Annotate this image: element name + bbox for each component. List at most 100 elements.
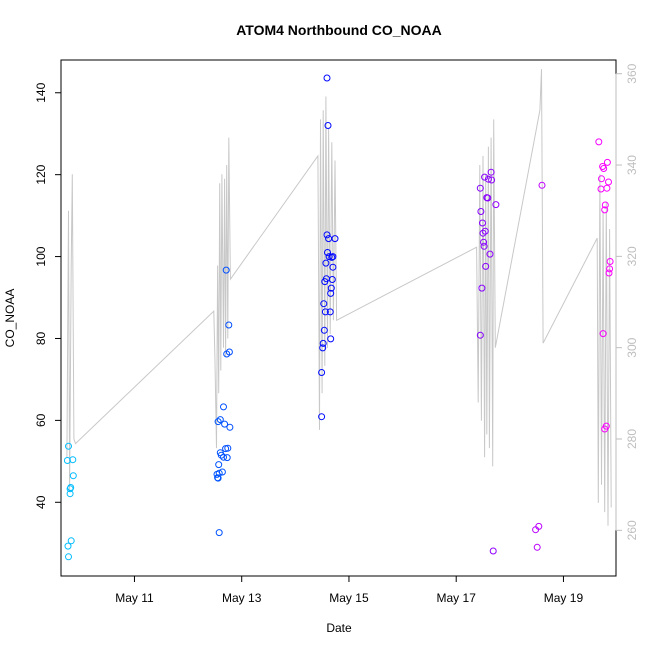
data-point — [322, 259, 330, 267]
data-point — [329, 253, 337, 261]
data-point — [318, 413, 326, 421]
data-point — [535, 522, 543, 530]
data-point — [603, 158, 611, 166]
data-point — [603, 184, 611, 192]
data-point — [331, 235, 339, 243]
data-point — [65, 442, 72, 450]
y-axis-label: CO_NOAA — [3, 289, 17, 348]
data-point — [486, 250, 494, 258]
data-point — [476, 331, 484, 339]
data-point — [327, 335, 335, 343]
data-point — [487, 168, 495, 176]
x-tick-label: May 15 — [329, 591, 369, 605]
data-point — [602, 422, 610, 430]
y-tick-label: 120 — [34, 164, 48, 184]
data-point — [69, 472, 77, 480]
data-point — [326, 308, 334, 316]
data-point — [222, 266, 230, 274]
y-tick-label: 140 — [34, 82, 48, 102]
data-point — [477, 208, 485, 215]
data-point — [480, 242, 488, 250]
data-point — [597, 185, 605, 193]
data-point — [67, 537, 75, 545]
data-point — [217, 451, 225, 459]
altitude-line — [66, 69, 612, 526]
data-point — [319, 339, 327, 347]
x-axis: May 11 May 13 May 15 May 17 May 19 — [115, 575, 584, 605]
data-point — [476, 184, 484, 192]
y2-axis: 260 280 300 320 340 360 — [615, 63, 639, 540]
data-point — [318, 369, 326, 376]
altitude-series — [66, 69, 612, 526]
data-point — [492, 201, 500, 209]
data-point — [215, 469, 223, 477]
data-point — [478, 284, 486, 292]
x-tick-label: May 13 — [222, 591, 262, 605]
data-point — [606, 258, 614, 265]
y2-tick-label: 280 — [625, 429, 639, 449]
data-point — [601, 201, 609, 209]
x-tick-label: May 11 — [115, 591, 154, 605]
data-point — [69, 456, 77, 464]
data-point — [606, 265, 614, 273]
data-point — [63, 457, 71, 464]
data-point — [225, 348, 233, 356]
data-point — [320, 300, 328, 308]
data-point — [64, 542, 72, 550]
data-point — [221, 420, 229, 428]
y-tick-label: 60 — [34, 413, 48, 427]
data-point — [481, 227, 489, 235]
data-point — [598, 175, 605, 183]
y2-tick-label: 300 — [625, 337, 639, 357]
data-point — [605, 178, 612, 186]
data-point — [479, 219, 486, 227]
data-point — [215, 529, 223, 537]
data-point — [321, 308, 329, 316]
y-tick-label: 40 — [34, 495, 48, 509]
y2-tick-label: 360 — [625, 63, 639, 83]
data-point — [328, 253, 336, 261]
data-point — [226, 423, 234, 431]
data-point — [324, 249, 331, 256]
data-point — [481, 173, 489, 181]
data-point — [601, 206, 609, 214]
data-point — [220, 453, 227, 461]
data-point — [599, 330, 607, 338]
chart-title: ATOM4 Northbound CO_NOAA — [236, 22, 442, 38]
data-point — [215, 461, 223, 469]
data-point — [605, 269, 613, 277]
data-point — [320, 326, 328, 334]
data-point — [214, 474, 222, 482]
data-point — [225, 321, 233, 329]
y-tick-label: 100 — [34, 246, 48, 266]
data-point — [214, 418, 222, 426]
data-point — [484, 194, 492, 202]
data-point — [480, 238, 488, 246]
data-point — [319, 344, 327, 352]
y2-tick-label: 320 — [625, 246, 639, 266]
data-point — [488, 176, 496, 184]
y-axis: 40 60 80 100 120 140 — [34, 82, 62, 509]
data-point — [600, 165, 608, 172]
data-point — [538, 181, 546, 189]
y2-tick-label: 340 — [625, 155, 639, 175]
x-tick-label: May 19 — [544, 591, 584, 605]
data-point — [327, 284, 335, 292]
y-tick-label: 80 — [34, 331, 48, 345]
plot-frame — [60, 59, 617, 577]
data-point — [220, 403, 227, 411]
data-point — [218, 468, 226, 476]
data-point — [595, 138, 603, 146]
data-point — [479, 229, 487, 237]
y2-tick-label: 260 — [625, 520, 639, 540]
data-point — [329, 263, 337, 271]
data-point — [482, 262, 490, 270]
data-point — [323, 231, 331, 239]
x-tick-label: May 17 — [437, 591, 477, 605]
data-point — [223, 454, 231, 462]
data-point — [216, 416, 224, 424]
x-axis-label: Date — [326, 621, 352, 635]
data-point — [65, 553, 72, 561]
data-point — [533, 543, 541, 551]
